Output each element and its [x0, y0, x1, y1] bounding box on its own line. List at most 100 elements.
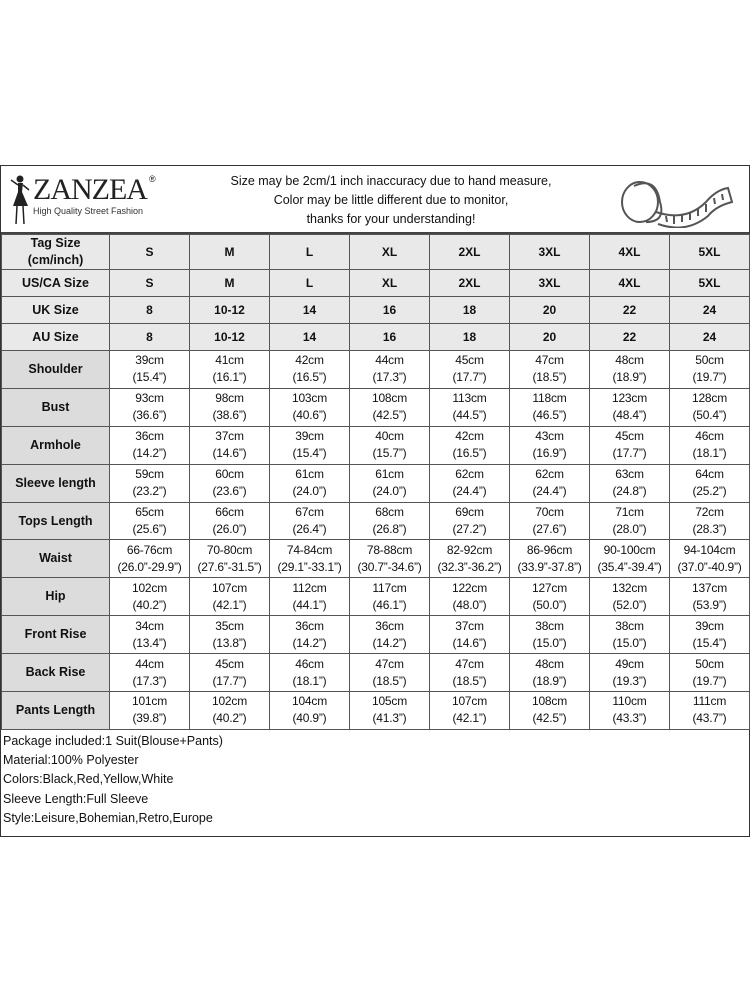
cm-value: 70cm	[535, 505, 564, 519]
measurement-row: Sleeve length 59cm (23.2”) 60cm (23.6”) 61cm (…	[1, 463, 750, 503]
cm-value: 48cm	[535, 656, 564, 671]
size-cell: 4XL	[589, 269, 670, 297]
measurement-cell: 108cm (42.5”)	[349, 387, 430, 427]
measurement-cell: 36cm (14.2”)	[269, 615, 350, 655]
measurement-cell: 50cm (19.7”)	[669, 653, 750, 693]
cm-value: 41cm	[215, 353, 244, 368]
cm-value: 47cm	[535, 353, 564, 368]
row-label: Pants Length	[1, 691, 110, 730]
measurement-cell: 38cm (15.0”)	[589, 615, 670, 655]
cm-value: 37cm	[455, 618, 484, 633]
size-cell: 16	[349, 323, 430, 351]
measurement-cell: 107cm (42.1”)	[189, 577, 270, 617]
measurement-row: Pants Length 101cm (39.8”) 102cm (40.2”) 104c…	[1, 691, 750, 730]
inch-value: (19.7”)	[692, 673, 727, 688]
measurement-cell: 60cm (23.6”)	[189, 463, 270, 503]
size-cell: M	[189, 234, 270, 270]
inch-value: (44.1”)	[292, 597, 327, 612]
cm-value: 66cm	[215, 505, 244, 519]
cm-value: 39cm	[295, 429, 324, 444]
measurement-cell: 102cm (40.2”)	[189, 691, 270, 730]
cm-value: 102cm	[211, 694, 248, 709]
inch-value: (23.2”)	[132, 484, 167, 499]
product-details: Package included:1 Suit(Blouse+Pants) Ma…	[1, 730, 749, 836]
measurement-cell: 45cm (17.7”)	[189, 653, 270, 693]
inch-value: (26.0”-29.9”)	[117, 559, 182, 574]
size-cell: S	[109, 234, 190, 270]
row-label: US/CA Size	[1, 269, 110, 297]
size-cell: L	[269, 234, 350, 270]
measurement-cell: 39cm (15.4”)	[109, 350, 190, 389]
measurement-cell: 49cm (19.3”)	[589, 653, 670, 693]
measurement-cell: 82-92cm (32.3”-36.2”)	[429, 539, 510, 579]
inch-value: (40.9”)	[292, 711, 327, 726]
inch-value: (43.7”)	[692, 711, 727, 726]
inch-value: (24.4”)	[532, 484, 567, 499]
inch-value: (39.8”)	[132, 711, 167, 726]
style-info: Style:Leisure,Bohemian,Retro,Europe	[3, 810, 213, 825]
inch-value: (30.7”-34.6”)	[357, 559, 422, 574]
measurement-cell: 45cm (17.7”)	[589, 425, 670, 465]
inch-value: (14.2”)	[292, 635, 327, 650]
measurement-cell: 48cm (18.9”)	[509, 653, 590, 693]
inch-value: (48.0”)	[452, 597, 487, 612]
measurement-cell: 113cm (44.5”)	[429, 387, 510, 427]
measurement-cell: 38cm (15.0”)	[509, 615, 590, 655]
cm-value: 132cm	[611, 580, 648, 595]
size-cell: 2XL	[429, 234, 510, 270]
inch-value: (17.7”)	[612, 446, 647, 461]
size-cell: XL	[349, 234, 430, 270]
cm-value: 102cm	[131, 580, 168, 595]
row-label: Front Rise	[1, 615, 110, 655]
cm-value: 110cm	[612, 694, 647, 709]
colors-info: Colors:Black,Red,Yellow,White	[3, 772, 174, 787]
measurement-cell: 45cm (17.7”)	[429, 350, 510, 389]
inch-value: (15.0”)	[612, 635, 647, 650]
package-info: Package included:1 Suit(Blouse+Pants)	[3, 733, 223, 748]
measurement-cell: 102cm (40.2”)	[109, 577, 190, 617]
measurement-cell: 61cm (24.0”)	[349, 463, 430, 503]
cm-value: 90-100cm	[603, 542, 656, 557]
measurement-row: Front Rise 34cm (13.4”) 35cm (13.8”) 36cm (14.…	[1, 615, 750, 655]
measurement-cell: 61cm (24.0”)	[269, 463, 350, 503]
cm-value: 103cm	[291, 391, 328, 406]
row-label: Sleeve length	[1, 463, 110, 503]
cm-value: 39cm	[695, 618, 724, 633]
cm-value: 137cm	[691, 580, 728, 595]
inch-value: (15.4”)	[692, 635, 727, 650]
brand-name: ZANZEA	[33, 173, 148, 206]
inch-value: (42.5”)	[532, 711, 567, 726]
inch-value: (17.7”)	[452, 370, 487, 385]
inch-value: (14.2”)	[372, 635, 407, 650]
cm-value: 68cm	[375, 505, 404, 519]
chart-header: ZANZEA ® High Quality Street Fashion Siz…	[1, 166, 749, 234]
size-cell: 20	[509, 323, 590, 351]
cm-value: 65cm	[135, 505, 164, 519]
cm-value: 62cm	[455, 467, 484, 482]
inch-value: (18.1”)	[292, 673, 327, 688]
cm-value: 104cm	[291, 694, 328, 709]
measurement-cell: 36cm (14.2”)	[349, 615, 430, 655]
inch-value: (18.9”)	[612, 370, 647, 385]
inch-value: (26.0”)	[212, 522, 247, 536]
row-label: Tag Size (cm/inch)	[1, 234, 110, 270]
measurement-cell: 117cm (46.1”)	[349, 577, 430, 617]
cm-value: 40cm	[375, 429, 404, 444]
size-cell: 22	[589, 323, 670, 351]
brand-text: ZANZEA ® High Quality Street Fashion	[33, 174, 156, 217]
size-cell: 20	[509, 296, 590, 324]
inch-value: (17.3”)	[372, 370, 407, 385]
size-cell: 24	[669, 323, 750, 351]
cm-value: 71cm	[615, 505, 644, 519]
measurement-cell: 128cm (50.4”)	[669, 387, 750, 427]
row-label: UK Size	[1, 296, 110, 324]
size-cell: 2XL	[429, 269, 510, 297]
inch-value: (24.0”)	[372, 484, 407, 499]
size-row: US/CA Size S M L XL 2XL 3XL 4XL 5XL	[1, 269, 750, 297]
size-cell: 10-12	[189, 323, 270, 351]
cm-value: 47cm	[375, 656, 404, 671]
cm-value: 94-104cm	[683, 542, 736, 557]
measurement-cell: 42cm (16.5”)	[429, 425, 510, 465]
inch-value: (46.5”)	[532, 408, 567, 423]
measurement-cell: 46cm (18.1”)	[269, 653, 350, 693]
